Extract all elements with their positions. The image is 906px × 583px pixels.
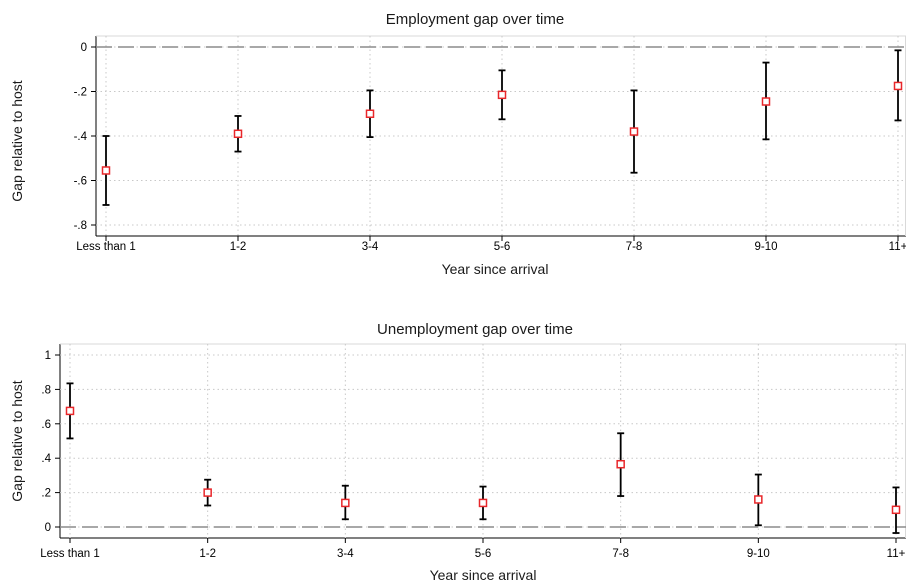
x-tick-label: 1-2 <box>199 548 216 560</box>
x-tick-label: 7-8 <box>626 241 643 253</box>
employment-gap-chart: Employment gap over time Year since arri… <box>9 11 906 277</box>
y-tick-label: -.8 <box>74 220 87 232</box>
y-tick-label: -.2 <box>74 87 87 99</box>
point-estimate-marker <box>65 406 75 416</box>
x-axis-label: Year since arrival <box>430 567 537 583</box>
y-tick-label: .6 <box>41 419 51 431</box>
x-tick-label: 11+ <box>889 241 906 253</box>
x-tick-label: 3-4 <box>362 241 379 253</box>
x-tick-label: 3-4 <box>337 548 354 560</box>
point-estimate-marker <box>478 498 488 508</box>
y-tick-label: 0 <box>45 522 51 534</box>
y-axis-label: Gap relative to host <box>9 380 25 502</box>
unemployment-gap-chart: Unemployment gap over time Year since ar… <box>9 321 906 583</box>
chart-title: Employment gap over time <box>386 11 564 28</box>
point-estimate-marker <box>891 505 901 515</box>
y-tick-label: -.4 <box>74 131 88 143</box>
x-tick-label: 9-10 <box>754 241 777 253</box>
y-tick-label: .4 <box>41 453 51 465</box>
y-axis-label: Gap relative to host <box>9 80 25 202</box>
y-tick-label: .8 <box>41 384 51 396</box>
y-tick-label: 0 <box>81 42 87 54</box>
x-tick-label: Less than 1 <box>76 241 135 253</box>
x-tick-label: 1-2 <box>230 241 247 253</box>
y-tick-label: -.6 <box>74 176 87 188</box>
point-estimate-marker <box>233 129 243 139</box>
x-tick-label: 5-6 <box>475 548 492 560</box>
y-tick-label: .2 <box>41 488 51 500</box>
point-estimate-marker <box>754 495 763 504</box>
point-estimate-marker <box>497 90 507 100</box>
plot-area: 0 .2 .4 .6 .8 1 Less than 1 1-2 3-4 5-6 7-8 9-10 11+ <box>40 343 906 560</box>
y-tick-label: 1 <box>45 350 51 362</box>
x-tick-label: 5-6 <box>494 241 511 253</box>
x-tick-label: 11+ <box>887 548 906 560</box>
point-estimate-marker <box>616 459 625 469</box>
point-estimate-marker <box>893 81 903 91</box>
plot-area: 0 -.2 -.4 -.6 -.8 Less than 1 1-2 3-4 5-6 7-8 9-10… <box>74 35 906 253</box>
point-estimate-marker <box>101 166 111 175</box>
x-axis-label: Year since arrival <box>442 261 549 277</box>
x-tick-label: 9-10 <box>747 548 770 560</box>
x-tick-label: Less than 1 <box>40 548 99 560</box>
chart-title: Unemployment gap over time <box>377 321 573 338</box>
point-estimate-marker <box>341 498 350 508</box>
x-tick-label: 7-8 <box>612 548 629 560</box>
point-estimate-marker <box>761 97 771 106</box>
point-estimate-marker <box>629 127 639 136</box>
point-estimate-marker <box>203 488 212 497</box>
point-estimate-marker <box>365 109 375 118</box>
